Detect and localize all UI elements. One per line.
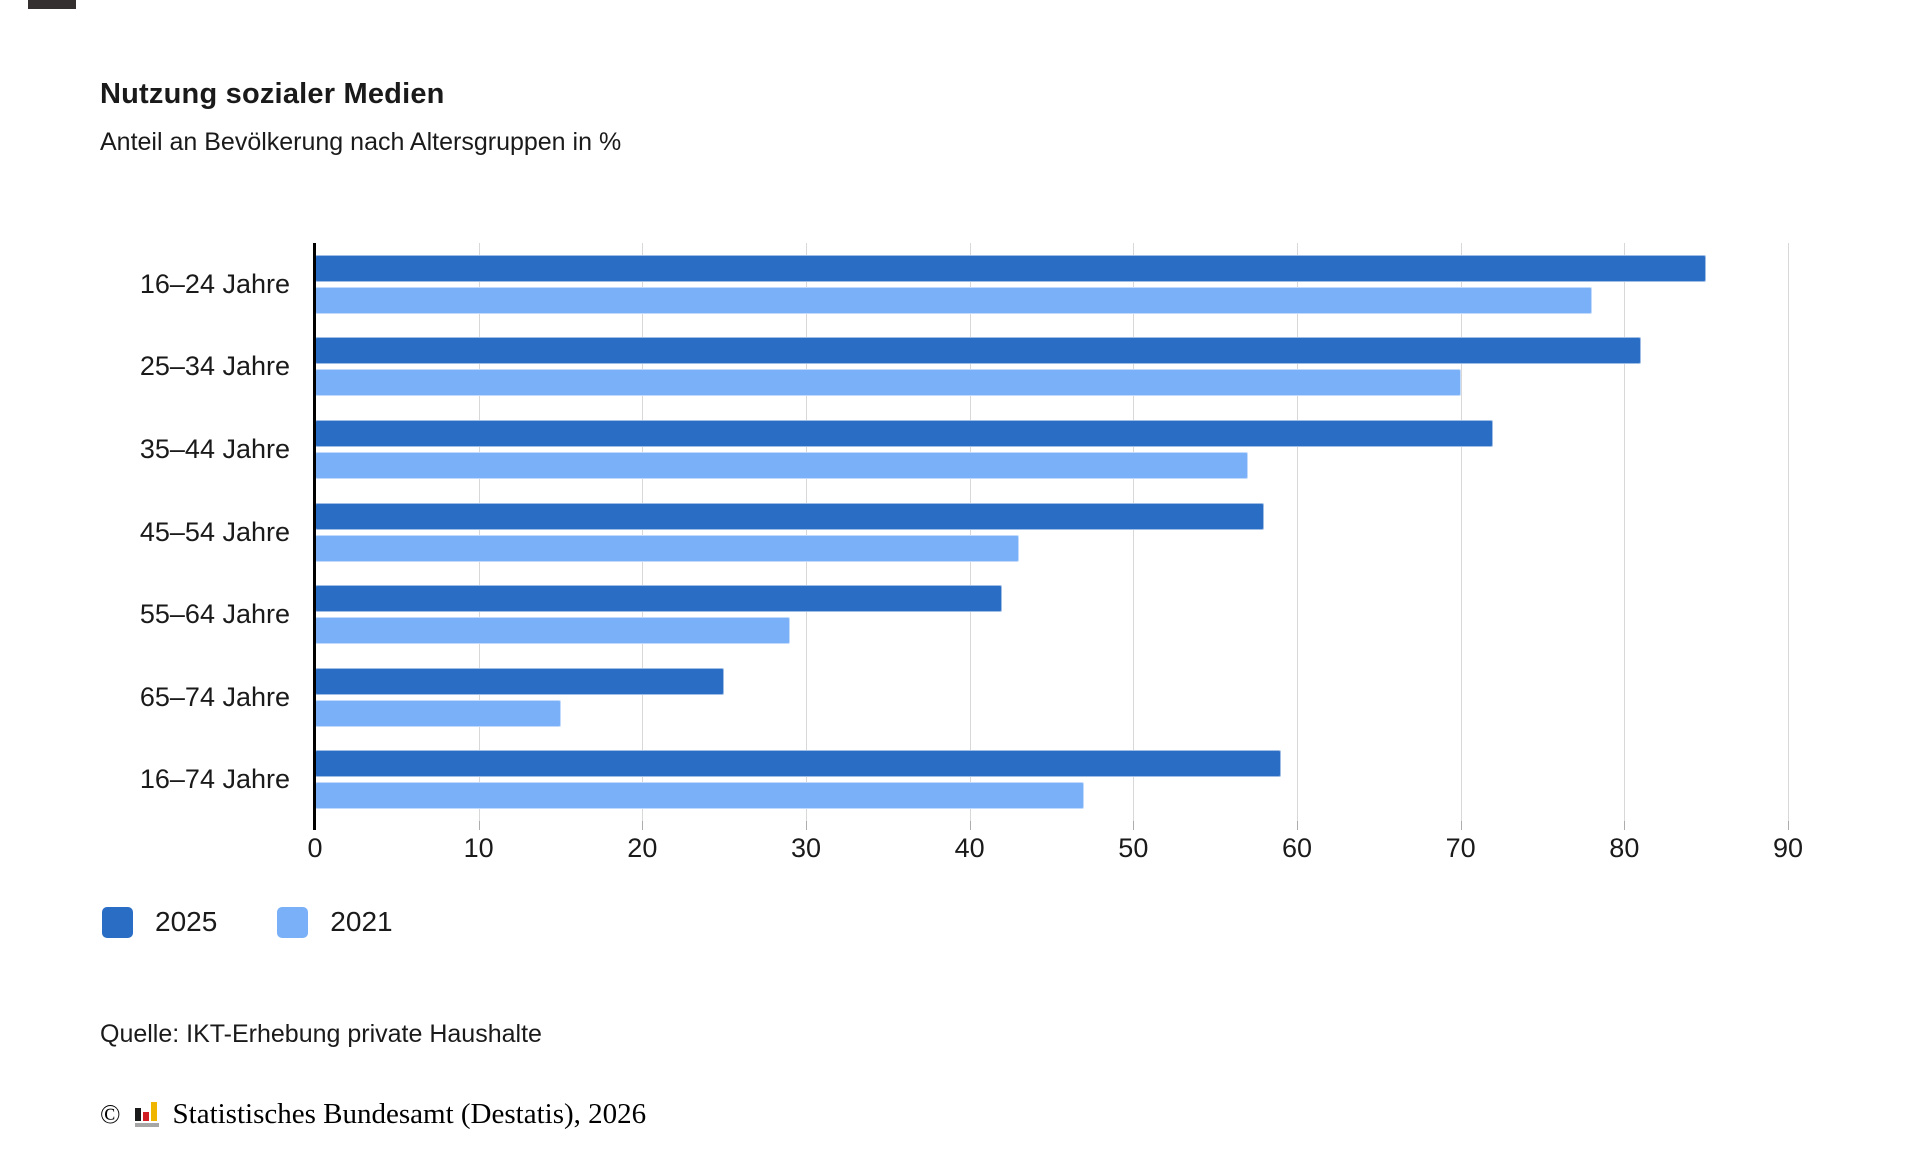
plot-area: [315, 243, 1789, 830]
x-tick-70: [1460, 821, 1462, 830]
category-label-1: 16–24 Jahre: [139, 268, 290, 299]
gridline-40: [969, 243, 971, 821]
chart-row-7: 16–74 Jahre: [100, 738, 1788, 821]
top-edge-artifact: [28, 0, 76, 9]
gridline-20: [642, 243, 644, 821]
category-label-6: 65–74 Jahre: [139, 681, 290, 712]
category-label-3: 35–44 Jahre: [139, 433, 290, 464]
chart-legend: 2025 2021: [102, 906, 393, 938]
bar-2021-16–74-Jahre[interactable]: [315, 782, 1085, 810]
category-label-7: 16–74 Jahre: [139, 764, 290, 795]
x-tick-label-40: 40: [954, 833, 985, 863]
x-tick-label-70: 70: [1445, 833, 1476, 863]
bar-2021-45–54-Jahre[interactable]: [315, 534, 1019, 562]
chart-row-6: 65–74 Jahre: [100, 656, 1788, 739]
x-tick-30: [806, 821, 807, 830]
gridline-90: [1788, 243, 1789, 821]
copyright-line: © Statistisches Bundesamt (Destatis), 20…: [100, 1098, 646, 1131]
bar-2021-55–64-Jahre[interactable]: [315, 617, 790, 645]
x-tick-label-20: 20: [627, 833, 658, 863]
bar-2025-16–74-Jahre[interactable]: [315, 750, 1281, 778]
row-bars-4: [315, 491, 1788, 574]
copyright-text: Statistisches Bundesamt (Destatis), 2026: [172, 1098, 647, 1130]
chart-row-2: 25–34 Jahre: [100, 326, 1788, 409]
category-label-5: 55–64 Jahre: [139, 599, 290, 630]
chart-title: Nutzung sozialer Medien: [100, 78, 445, 110]
row-bars-6: [315, 656, 1788, 739]
bar-chart: 16–24 Jahre 25–34 Jahre 35–44 Jahre 45–54 J…: [100, 243, 1789, 830]
gridline-70: [1460, 243, 1462, 821]
chart-subtitle: Anteil an Bevölkerung nach Altersgruppen…: [100, 128, 622, 156]
destatis-logo-icon: [134, 1102, 159, 1127]
gridline-50: [1133, 243, 1135, 821]
row-bars-2: [315, 326, 1788, 409]
gridline-10: [478, 243, 480, 821]
x-tick-label-0: 0: [307, 833, 323, 863]
gridline-60: [1297, 243, 1298, 821]
bar-2021-35–44-Jahre[interactable]: [315, 451, 1248, 479]
copyright-symbol: ©: [100, 1099, 121, 1129]
x-tick-10: [478, 821, 480, 830]
legend-swatch-2025: [102, 906, 133, 938]
bar-2025-16–24-Jahre[interactable]: [315, 254, 1707, 282]
bar-2021-25–34-Jahre[interactable]: [315, 369, 1461, 397]
source-note: Quelle: IKT-Erhebung private Haushalte: [100, 1020, 542, 1048]
x-tick-50: [1133, 821, 1135, 830]
chart-row-1: 16–24 Jahre: [100, 243, 1788, 326]
x-tick-80: [1624, 821, 1626, 830]
bar-2025-25–34-Jahre[interactable]: [315, 337, 1641, 365]
legend-swatch-2021: [277, 906, 309, 938]
category-label-4: 45–54 Jahre: [139, 516, 290, 547]
y-axis-line: [313, 243, 316, 830]
chart-row-5: 55–64 Jahre: [100, 573, 1788, 656]
row-bars-3: [315, 408, 1788, 491]
gridline-30: [806, 243, 807, 821]
x-tick-label-10: 10: [463, 833, 494, 863]
x-tick-40: [969, 821, 971, 830]
x-tick-label-30: 30: [790, 833, 822, 863]
x-tick-60: [1297, 821, 1298, 830]
row-bars-1: [315, 243, 1788, 326]
legend-label-2021: 2021: [330, 906, 393, 937]
bar-2025-55–64-Jahre[interactable]: [315, 585, 1003, 613]
legend-item-2025[interactable]: 2025: [102, 906, 217, 938]
x-axis-tick-labels: 0 10 20 30 40 50 60 70 80 90: [307, 833, 1803, 865]
chart-row-3: 35–44 Jahre: [100, 408, 1788, 491]
x-tick-label-60: 60: [1281, 833, 1313, 863]
x-tick-label-90: 90: [1772, 833, 1804, 863]
bar-2025-35–44-Jahre[interactable]: [315, 419, 1494, 447]
x-tick-20: [642, 821, 644, 830]
category-label-2: 25–34 Jahre: [139, 351, 290, 382]
chart-rows: 16–24 Jahre 25–34 Jahre 35–44 Jahre 45–54 J…: [100, 243, 1788, 821]
bar-2025-45–54-Jahre[interactable]: [315, 502, 1265, 530]
x-tick-label-80: 80: [1609, 833, 1640, 863]
gridline-80: [1624, 243, 1626, 821]
bar-2025-65–74-Jahre[interactable]: [315, 667, 725, 695]
row-bars-7: [315, 738, 1788, 821]
bar-2021-16–24-Jahre[interactable]: [315, 286, 1592, 314]
legend-label-2025: 2025: [155, 906, 218, 937]
legend-item-2021[interactable]: 2021: [277, 906, 393, 938]
x-tick-90: [1788, 821, 1789, 830]
bar-2021-65–74-Jahre[interactable]: [315, 699, 561, 727]
x-tick-label-50: 50: [1118, 833, 1149, 863]
chart-row-4: 45–54 Jahre: [100, 491, 1788, 574]
row-bars-5: [315, 573, 1788, 656]
